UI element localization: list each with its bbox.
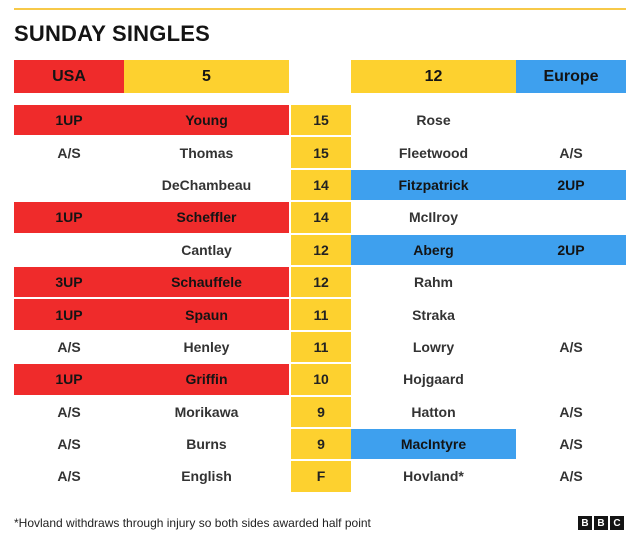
- usa-result: 3UP: [14, 266, 124, 298]
- hole-number: 14: [291, 169, 351, 201]
- usa-player: Schauffele: [124, 266, 289, 298]
- europe-player: Fleetwood: [398, 144, 469, 161]
- bbc-logo-letter: B: [578, 516, 592, 530]
- usa-player: English: [181, 468, 232, 485]
- europe-result: [516, 364, 626, 394]
- europe-result: [516, 267, 626, 297]
- usa-player: DeChambeau: [161, 176, 252, 193]
- europe-result: A/S: [559, 468, 583, 485]
- hole-number: 15: [291, 137, 351, 168]
- europe-player: Straka: [412, 306, 455, 323]
- table-row: 1UP Spaun 11 Straka: [14, 298, 626, 330]
- usa-result: 1UP: [14, 299, 124, 330]
- hole-number: 10: [291, 364, 351, 395]
- europe-player: Lowry: [412, 338, 455, 355]
- hole-number: 11: [291, 331, 351, 363]
- page-title: SUNDAY SINGLES: [14, 21, 210, 46]
- europe-result: A/S: [559, 144, 583, 161]
- hole-number: 15: [291, 105, 351, 136]
- europe-player: Hojgaard: [403, 371, 464, 388]
- hole-number: 11: [291, 299, 351, 330]
- footnote: *Hovland withdraws through injury so bot…: [14, 516, 371, 530]
- hole-number: F: [291, 461, 351, 492]
- usa-player: Thomas: [179, 144, 234, 161]
- usa-player: Morikawa: [174, 403, 239, 420]
- usa-player: Henley: [183, 338, 230, 355]
- europe-result: A/S: [559, 338, 583, 355]
- hole-number: 9: [291, 396, 351, 427]
- europe-result: [516, 105, 626, 135]
- europe-player: Fitzpatrick: [351, 169, 516, 201]
- europe-result: A/S: [559, 403, 583, 420]
- table-row: A/S Thomas 15 Fleetwood A/S: [14, 136, 626, 168]
- usa-label: USA: [14, 60, 124, 93]
- usa-player: Scheffler: [124, 202, 289, 233]
- europe-score: 12: [351, 60, 516, 93]
- usa-player: Spaun: [124, 299, 289, 330]
- table-row: DeChambeau 14 Fitzpatrick 2UP: [14, 169, 626, 201]
- usa-result: 1UP: [14, 105, 124, 136]
- usa-result: A/S: [57, 468, 81, 485]
- europe-player: McIlroy: [408, 209, 458, 226]
- europe-player: Hatton: [411, 403, 456, 420]
- europe-result: 2UP: [516, 234, 626, 265]
- europe-player: Hovland*: [403, 468, 464, 485]
- table-row: 1UP Griffin 10 Hojgaard: [14, 363, 626, 395]
- usa-result: 1UP: [14, 202, 124, 233]
- europe-result: [516, 202, 626, 232]
- table-row: A/S English F Hovland* A/S: [14, 460, 626, 492]
- table-row: 1UP Young 15 Rose: [14, 104, 626, 136]
- bbc-logo-letter: C: [610, 516, 624, 530]
- europe-player: MacIntyre: [351, 428, 516, 460]
- usa-player: Cantlay: [181, 241, 232, 258]
- europe-player: Rahm: [414, 274, 453, 291]
- top-rule: [14, 8, 626, 10]
- bbc-logo-letter: B: [594, 516, 608, 530]
- table-row: Cantlay 12 Aberg 2UP: [14, 234, 626, 266]
- usa-result: A/S: [57, 338, 81, 355]
- matches-table: 1UP Young 15 Rose A/S Thomas 15 Fleetwood A/S DeC…: [14, 104, 626, 493]
- europe-result: A/S: [559, 436, 583, 453]
- table-row: 3UP Schauffele 12 Rahm: [14, 266, 626, 298]
- usa-result: A/S: [57, 436, 81, 453]
- usa-result: A/S: [57, 144, 81, 161]
- hole-number: 14: [291, 202, 351, 233]
- usa-result: 1UP: [14, 364, 124, 395]
- europe-result: [516, 299, 626, 329]
- europe-player: Rose: [416, 112, 451, 129]
- hole-number: 12: [291, 266, 351, 298]
- usa-result: [14, 170, 124, 200]
- usa-score: 5: [124, 60, 289, 93]
- usa-result: [14, 235, 124, 265]
- table-row: A/S Burns 9 MacIntyre A/S: [14, 428, 626, 460]
- usa-player: Griffin: [124, 364, 289, 395]
- table-row: 1UP Scheffler 14 McIlroy: [14, 201, 626, 233]
- table-row: A/S Morikawa 9 Hatton A/S: [14, 396, 626, 428]
- usa-result: A/S: [57, 403, 81, 420]
- bbc-logo: B B C: [578, 516, 624, 530]
- hole-number: 9: [291, 428, 351, 460]
- hole-number: 12: [291, 234, 351, 265]
- usa-player: Young: [124, 105, 289, 136]
- europe-result: 2UP: [516, 169, 626, 201]
- usa-player: Burns: [186, 436, 227, 453]
- europe-player: Aberg: [351, 234, 516, 265]
- table-row: A/S Henley 11 Lowry A/S: [14, 331, 626, 363]
- europe-label: Europe: [516, 60, 626, 93]
